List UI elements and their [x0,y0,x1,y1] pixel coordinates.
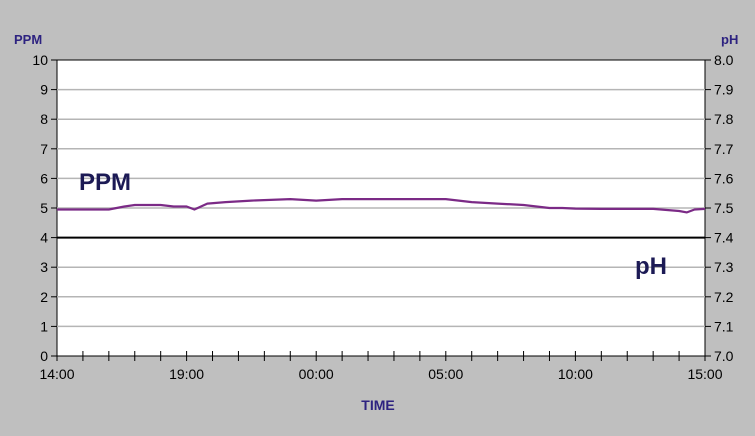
x-tick-label: 00:00 [299,366,334,382]
x-tick-label: 14:00 [39,366,74,382]
y-right-tick-label: 7.4 [714,230,734,246]
x-tick-label: 19:00 [169,366,204,382]
y-left-tick-label: 4 [40,230,48,246]
y-left-tick-label: 7 [40,141,48,157]
ph-series-annotation: pH [635,253,667,280]
y-left-tick-label: 3 [40,259,48,275]
y-right-tick-label: 7.2 [714,289,734,305]
y-right-tick-label: 7.1 [714,318,734,334]
y-left-axis-label: PPM [14,32,42,47]
x-tick-label: 15:00 [687,366,722,382]
ppm-series-line [57,198,706,214]
ppm-series-annotation: PPM [79,169,131,196]
x-axis-label: TIME [361,397,394,413]
y-right-tick-label: 7.8 [714,111,734,127]
y-right-tick-label: 7.0 [714,348,734,364]
y-right-tick-label: 7.3 [714,259,734,275]
y-left-tick-label: 2 [40,289,48,305]
y-left-tick-label: 0 [40,348,48,364]
y-left-tick-label: 1 [40,318,48,334]
y-right-tick-label: 7.9 [714,82,734,98]
y-right-axis-label: pH [721,32,738,47]
y-right-tick-label: 7.5 [714,200,734,216]
axes: 0 7.0 1 7.1 2 7.2 3 7.3 4 7.4 5 7.5 6 7.6 7 7.7 8 7.8 9 7.9… [32,52,733,382]
x-tick-label: 05:00 [428,366,463,382]
x-tick-label: 10:00 [558,366,593,382]
y-left-tick-label: 9 [40,82,48,98]
series-layer [57,198,706,239]
y-left-tick-label: 6 [40,170,48,186]
y-left-tick-label: 5 [40,200,48,216]
y-right-tick-label: 7.7 [714,141,734,157]
y-left-tick-label: 8 [40,111,48,127]
y-right-tick-label: 7.6 [714,170,734,186]
y-left-tick-label: 10 [32,52,48,68]
y-right-tick-label: 8.0 [714,52,734,68]
